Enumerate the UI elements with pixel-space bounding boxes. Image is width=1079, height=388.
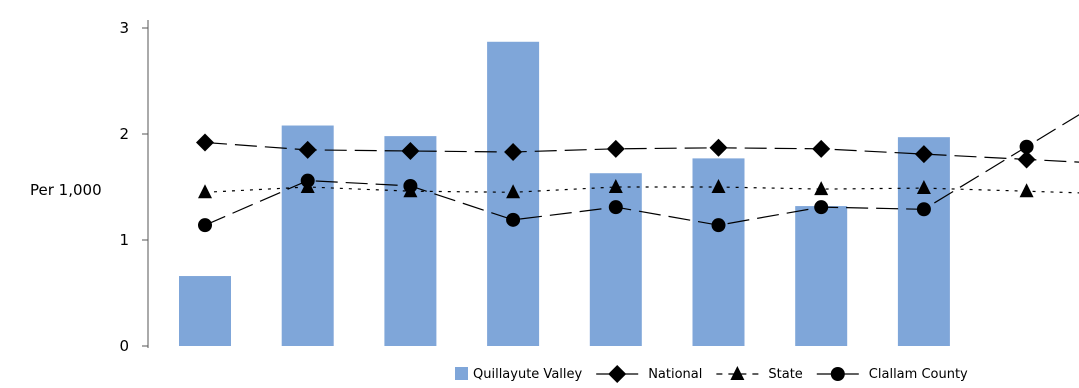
legend-label: Quillayute Valley bbox=[473, 367, 583, 382]
bar bbox=[281, 125, 334, 347]
y-tick-label: 0 bbox=[119, 337, 129, 355]
diamond-point bbox=[812, 139, 831, 158]
bar bbox=[179, 276, 231, 346]
triangle-point bbox=[711, 179, 726, 193]
diamond-point bbox=[914, 145, 933, 164]
bar bbox=[795, 206, 848, 346]
triangle-point bbox=[1019, 183, 1034, 198]
y-ticks: 0 1 2 3 bbox=[119, 19, 148, 355]
circle-point bbox=[711, 218, 726, 233]
y-tick-label: 3 bbox=[119, 19, 129, 37]
diamond-point bbox=[504, 143, 523, 162]
y-tick-label: 1 bbox=[119, 231, 129, 249]
circle-point bbox=[814, 200, 829, 215]
diamond-point bbox=[401, 141, 420, 160]
triangle-point bbox=[198, 184, 212, 199]
bar bbox=[589, 173, 642, 346]
legend-label: National bbox=[648, 367, 702, 382]
legend-label: State bbox=[768, 367, 802, 382]
legend-triangle-marker bbox=[730, 366, 745, 380]
circle-point bbox=[300, 173, 315, 188]
bar bbox=[897, 137, 950, 346]
circle-point bbox=[198, 218, 212, 233]
legend-label: Clallam County bbox=[869, 367, 968, 382]
triangle-point bbox=[916, 180, 931, 195]
triangle-point bbox=[814, 181, 829, 196]
lines-layer bbox=[204, 114, 1079, 226]
circle-point bbox=[916, 202, 931, 217]
bar bbox=[384, 136, 437, 346]
y-axis-label: Per 1,000 bbox=[30, 181, 102, 199]
legend: Quillayute Valley National State Clallam Co… bbox=[455, 365, 968, 383]
circle-point bbox=[506, 212, 521, 227]
y-tick-label: 2 bbox=[119, 125, 129, 143]
circle-point bbox=[608, 200, 623, 215]
series-line-national bbox=[204, 141, 1079, 163]
diamond-point bbox=[709, 138, 728, 157]
triangle-point bbox=[506, 184, 521, 199]
series-line-state bbox=[204, 186, 1079, 194]
circle-point bbox=[1019, 139, 1034, 154]
diamond-point bbox=[298, 140, 317, 159]
diamond-point bbox=[606, 139, 625, 158]
legend-diamond-marker bbox=[608, 365, 627, 383]
legend-circle-marker bbox=[830, 367, 845, 381]
bars-layer bbox=[179, 41, 950, 347]
markers-layer bbox=[196, 133, 1036, 233]
series-line-clallam-county bbox=[204, 114, 1079, 226]
diamond-point bbox=[1017, 150, 1036, 169]
circle-point bbox=[403, 178, 418, 193]
triangle-point bbox=[608, 179, 623, 193]
diamond-point bbox=[196, 133, 214, 152]
legend-swatch bbox=[455, 367, 468, 380]
